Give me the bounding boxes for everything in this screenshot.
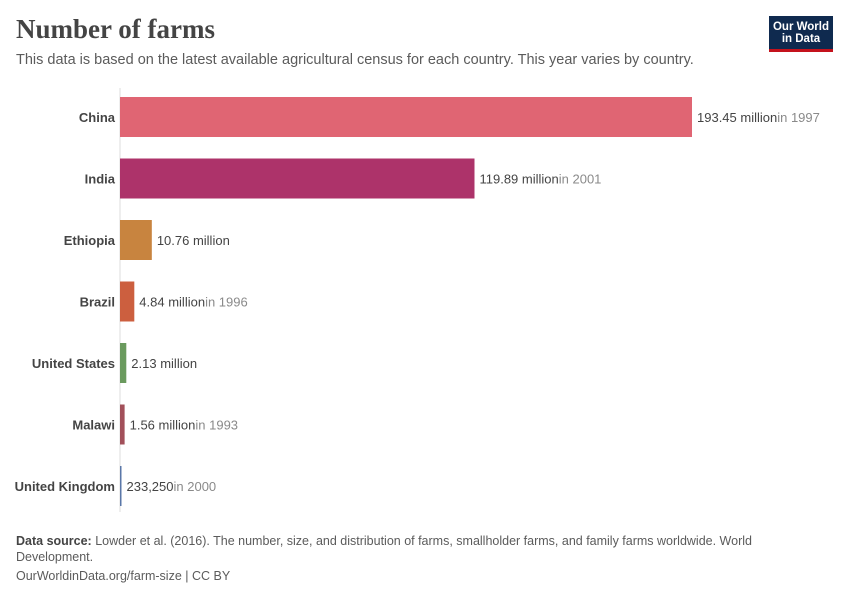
- data-source: Data source: Lowder et al. (2016). The n…: [16, 533, 776, 565]
- bar-chart: China 193.45 millionin 1997 India 119.89 mi…: [15, 88, 820, 512]
- data-source-text: Lowder et al. (2016). The number, size, …: [16, 534, 752, 564]
- bar[interactable]: [120, 343, 127, 383]
- value-label: 2.13 million: [131, 356, 197, 371]
- chart-title: Number of farms: [16, 14, 215, 44]
- category-label: United Kingdom: [15, 479, 115, 494]
- bar[interactable]: [120, 281, 135, 322]
- bar[interactable]: [120, 158, 475, 199]
- value-label: 1.56 millionin 1993: [130, 418, 238, 433]
- value-label: 119.89 millionin 2001: [479, 172, 601, 187]
- bar[interactable]: [120, 220, 152, 260]
- data-source-label: Data source:: [16, 534, 92, 548]
- chart-subtitle: This data is based on the latest availab…: [16, 52, 694, 68]
- value-label: 10.76 million: [157, 233, 230, 248]
- category-label: United States: [32, 356, 115, 371]
- bar[interactable]: [120, 97, 692, 137]
- category-label: Ethiopia: [64, 233, 116, 248]
- license-link[interactable]: OurWorldinData.org/farm-size | CC BY: [16, 569, 231, 583]
- logo-line-2: in Data: [781, 32, 821, 45]
- owid-logo[interactable]: Our World in Data: [769, 16, 833, 52]
- bar[interactable]: [120, 466, 122, 506]
- value-label: 193.45 millionin 1997: [697, 110, 820, 125]
- category-label: China: [79, 110, 116, 125]
- value-label: 233,250in 2000: [127, 479, 217, 494]
- logo-line-1: Our World: [772, 20, 829, 33]
- category-label: Malawi: [72, 418, 115, 433]
- bar[interactable]: [120, 404, 125, 445]
- value-label: 4.84 millionin 1996: [139, 295, 247, 310]
- category-label: Brazil: [80, 295, 115, 310]
- category-label: India: [85, 172, 116, 187]
